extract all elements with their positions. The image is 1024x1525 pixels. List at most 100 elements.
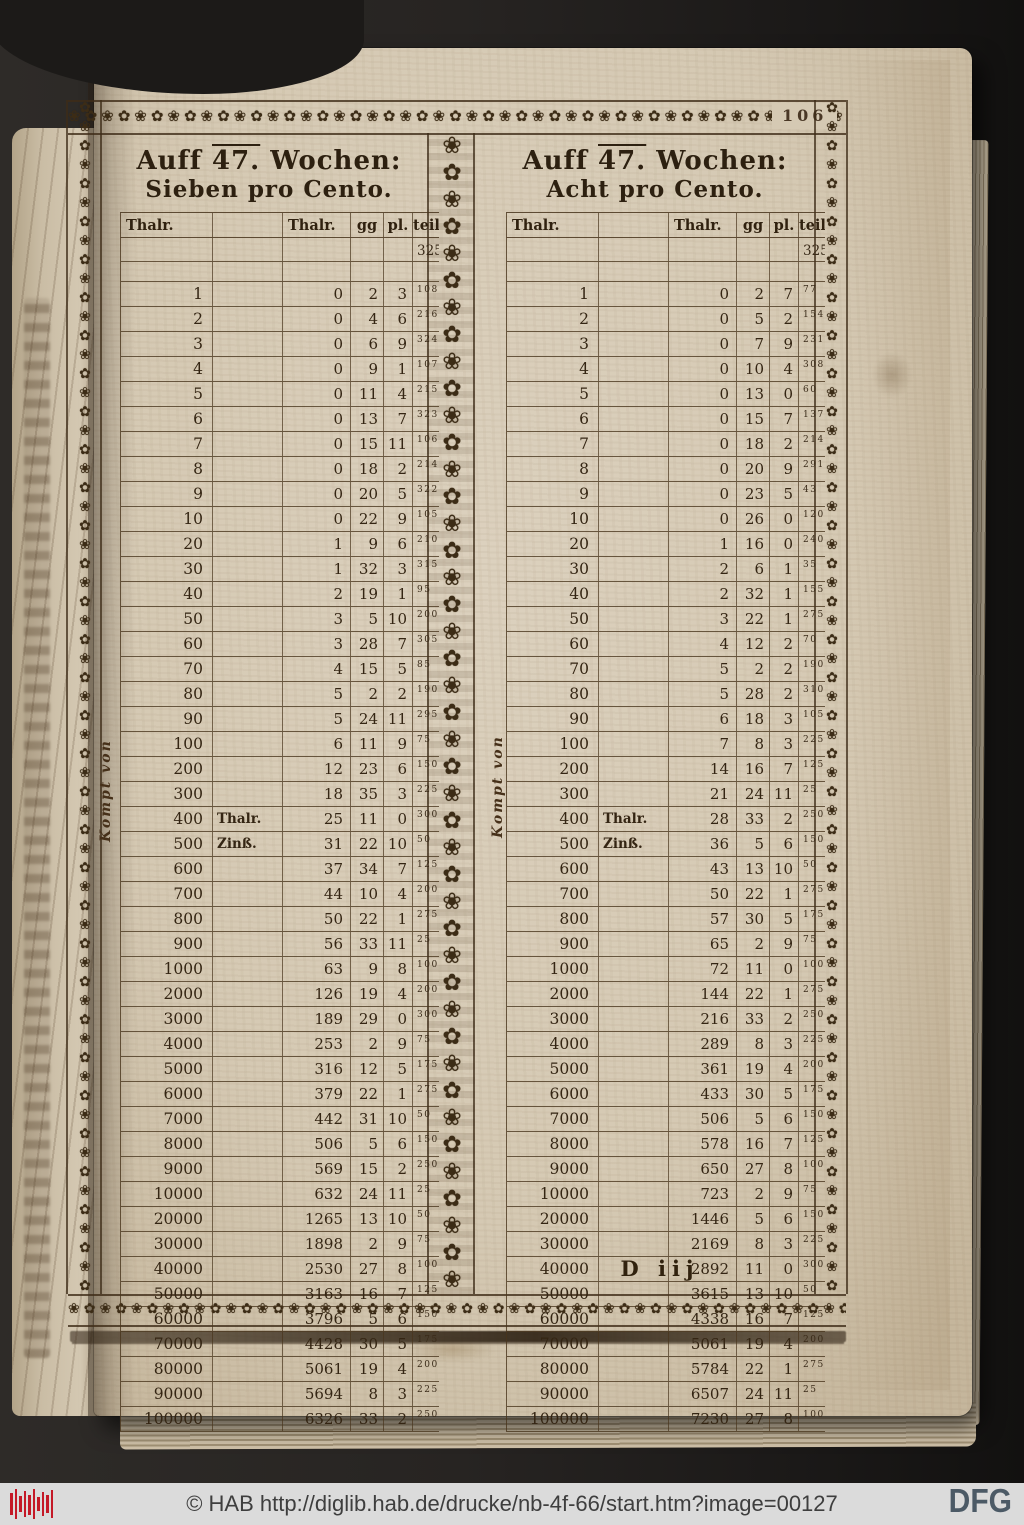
amount-cell: 4	[506, 356, 599, 382]
label-cell	[598, 1206, 669, 1232]
table-row: 100 6 11 9 75	[120, 731, 439, 757]
amount-cell: 30000	[506, 1231, 599, 1257]
amount-cell: 50000	[506, 1281, 599, 1307]
label-cell	[212, 281, 283, 307]
label-cell	[598, 681, 669, 707]
thaler-cell: 5	[668, 656, 737, 682]
amount-cell: 100	[120, 731, 213, 757]
amount-cell: 5	[120, 381, 213, 407]
teil-cell: 50	[412, 1106, 439, 1132]
pfennig-cell: 1	[769, 581, 799, 607]
label-cell	[212, 581, 283, 607]
pfennig-cell: 9	[383, 506, 413, 532]
label-cell	[598, 1056, 669, 1082]
thaler-cell: 5	[668, 681, 737, 707]
teil-cell: 125	[798, 756, 825, 782]
thaler-cell: 0	[668, 431, 737, 457]
teil-cell: 291	[798, 456, 825, 482]
thaler-cell: 56	[282, 931, 351, 957]
label-cell	[598, 1131, 669, 1157]
amount-cell: 8	[506, 456, 599, 482]
groschen-cell: 22	[350, 831, 384, 857]
groschen-cell: 22	[736, 881, 770, 907]
groschen-cell: 27	[350, 1256, 384, 1282]
teil-cell: 275	[412, 906, 439, 932]
pfennig-cell: 0	[769, 956, 799, 982]
label-cell	[598, 731, 669, 757]
groschen-cell: 19	[350, 581, 384, 607]
label-cell	[212, 1256, 283, 1282]
groschen-cell: 2	[736, 656, 770, 682]
thaler-cell: 144	[668, 981, 737, 1007]
pfennig-cell: 10	[383, 1206, 413, 1232]
thaler-cell: 36	[668, 831, 737, 857]
thaler-cell: 18	[282, 781, 351, 807]
pfennig-cell: 1	[383, 906, 413, 932]
table-row: 600 37 34 7 125	[120, 856, 439, 882]
spacer-row	[120, 261, 439, 282]
table-row: 5000 361 19 4 200	[506, 1056, 825, 1082]
amount-cell: 9	[506, 481, 599, 507]
thaler-cell: 506	[668, 1106, 737, 1132]
teil-cell: 295	[412, 706, 439, 732]
thaler-cell: 28	[668, 806, 737, 832]
thaler-cell: 4	[282, 656, 351, 682]
blank-cell	[350, 237, 384, 262]
thaler-cell: 2530	[282, 1256, 351, 1282]
pfennig-cell: 9	[769, 456, 799, 482]
label-cell	[598, 531, 669, 557]
label-cell	[212, 856, 283, 882]
table-row: 40 2 32 1 155	[506, 581, 825, 607]
previous-page-sliver	[12, 128, 98, 1416]
table-row: 20000 1265 13 10 50	[120, 1206, 439, 1232]
amount-cell: 40	[506, 581, 599, 607]
label-cell	[212, 1106, 283, 1132]
label-cell	[212, 1181, 283, 1207]
teil-cell: 240	[798, 531, 825, 557]
amount-cell: 4000	[120, 1031, 213, 1057]
pfennig-cell: 10	[383, 1106, 413, 1132]
pfennig-cell: 5	[769, 1081, 799, 1107]
amount-cell: 800	[506, 906, 599, 932]
table-row: 6000 379 22 1 275	[120, 1081, 439, 1107]
groschen-cell: 7	[736, 331, 770, 357]
teil-cell: 225	[798, 1031, 825, 1057]
thaler-cell: 569	[282, 1156, 351, 1182]
groschen-cell: 32	[350, 556, 384, 582]
table-row: 40000 2892 11 0 300	[506, 1256, 825, 1282]
groschen-cell: 23	[350, 756, 384, 782]
pfennig-cell: 7	[383, 631, 413, 657]
table-row: 50000 3615 13 10 50	[506, 1281, 825, 1307]
groschen-cell: 16	[736, 1306, 770, 1332]
amount-cell: 30	[506, 556, 599, 582]
thaler-cell: 43	[668, 856, 737, 882]
groschen-cell: 10	[350, 881, 384, 907]
thaler-cell: 2	[668, 581, 737, 607]
table-row: 900 56 33 11 25	[120, 931, 439, 957]
amount-cell: 80000	[506, 1356, 599, 1382]
groschen-cell: 12	[736, 631, 770, 657]
groschen-cell: 22	[350, 906, 384, 932]
amount-cell: 400	[120, 806, 213, 832]
teil-cell: 150	[798, 831, 825, 857]
teil-cell: 137	[798, 406, 825, 432]
teil-cell: 324	[412, 331, 439, 357]
thaler-cell: 6507	[668, 1381, 737, 1407]
teil-cell: 175	[798, 906, 825, 932]
table-row: 700 44 10 4 200	[120, 881, 439, 907]
page-number: 106	[772, 103, 838, 129]
pfennig-cell: 2	[383, 1406, 413, 1432]
table-row: 6 0 13 7 323	[120, 406, 439, 432]
amount-cell: 200	[120, 756, 213, 782]
kompt-von-label-left: Kompt von	[98, 739, 114, 842]
amount-cell: 200	[506, 756, 599, 782]
pfennig-cell: 2	[769, 681, 799, 707]
table-row: 400 Thalr. 25 11 0 300	[120, 806, 439, 832]
label-cell	[212, 331, 283, 357]
groschen-cell: 2	[350, 1231, 384, 1257]
pfennig-cell: 4	[769, 356, 799, 382]
pfennig-cell: 10	[769, 856, 799, 882]
teil-cell: 100	[412, 1256, 439, 1282]
amount-cell: 7	[120, 431, 213, 457]
label-cell	[212, 456, 283, 482]
